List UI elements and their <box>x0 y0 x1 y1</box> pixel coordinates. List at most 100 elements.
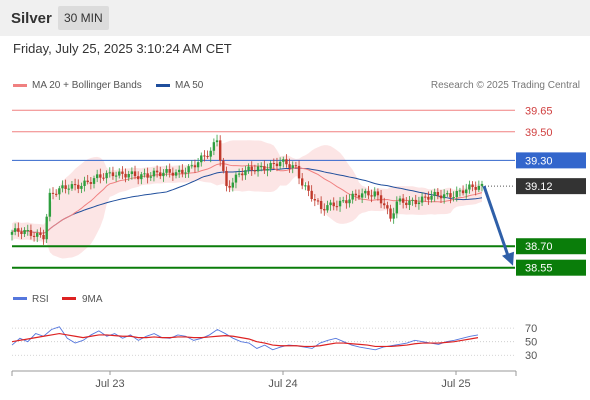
rsi-ma-legend-swatch <box>62 297 76 300</box>
candle-body <box>215 140 219 143</box>
candle-body <box>130 171 134 175</box>
legend-ma50-label: MA 50 <box>175 80 204 91</box>
candle-body <box>379 195 383 204</box>
candle-body <box>269 163 272 169</box>
rsi-tick-label: 50 <box>525 337 537 349</box>
candle-body <box>184 172 187 174</box>
candle-body <box>209 150 212 157</box>
candle-body <box>102 177 105 179</box>
candle-body <box>231 182 235 188</box>
forecast-arrow-head <box>502 251 514 266</box>
candle-body <box>319 200 323 210</box>
candle-body <box>241 173 244 176</box>
candle-body <box>395 201 399 214</box>
candle-body <box>408 200 411 206</box>
candle-body <box>427 196 430 200</box>
candle-body <box>348 199 351 204</box>
candle-body <box>61 185 64 189</box>
candle-body <box>203 155 206 157</box>
candle-body <box>266 168 269 171</box>
price-chart: 39.65 39.50 39.30 39.12 38.70 38.55 <box>10 105 586 276</box>
x-tick-label: Jul 25 <box>441 378 470 390</box>
candle-body <box>29 230 33 236</box>
candle-body <box>272 163 276 165</box>
legend-ma20: MA 20 + Bollinger Bands <box>13 80 142 91</box>
candle-body <box>433 191 436 196</box>
candle-body <box>67 188 70 190</box>
candle-body <box>253 170 257 172</box>
rsi-legend-label: RSI <box>32 294 49 305</box>
legend-ma20-label: MA 20 + Bollinger Bands <box>32 80 142 91</box>
level-label: 38.70 <box>525 241 553 253</box>
candle-body <box>124 173 127 178</box>
candle-body <box>177 169 181 173</box>
chart-datetime: Friday, July 25, 2025 3:10:24 AM CET <box>13 41 232 56</box>
candle-body <box>237 173 241 175</box>
ma50-swatch <box>156 83 170 87</box>
candle-body <box>234 174 238 183</box>
candle-body <box>401 198 405 203</box>
candle-body <box>77 184 80 189</box>
level-label-box <box>516 152 586 169</box>
level-label-box <box>516 259 586 276</box>
candle-body <box>42 234 45 240</box>
candle-body <box>351 193 354 200</box>
candle-body <box>64 185 67 189</box>
level-label-box <box>516 238 586 255</box>
candle-body <box>159 172 162 177</box>
candle-body <box>92 178 96 184</box>
candle-body <box>200 155 203 163</box>
candle-body <box>389 208 392 219</box>
candle-body <box>323 209 326 211</box>
candle-body <box>424 196 427 198</box>
candle-body <box>392 213 395 219</box>
interval-button[interactable]: 30 MIN <box>58 6 109 30</box>
candle-body <box>149 176 152 178</box>
level-label: 39.12 <box>525 181 553 193</box>
candle-body <box>471 184 474 187</box>
rsi-ma-legend-label: 9MA <box>82 294 103 305</box>
candle-body <box>338 200 342 207</box>
candle-body <box>140 174 143 180</box>
legend-ma50: MA 50 <box>156 80 203 91</box>
candle-body <box>335 206 339 208</box>
credit-text: Research © 2025 Trading Central <box>430 80 580 91</box>
candle-body <box>111 172 115 177</box>
candle-body <box>458 190 462 192</box>
rsi-ma-line <box>11 332 479 348</box>
candle-body <box>263 166 266 171</box>
candle-body <box>212 142 216 151</box>
candle-body <box>465 189 468 194</box>
candle-body <box>45 216 48 240</box>
candle-body <box>58 188 61 195</box>
candle-body <box>477 185 481 190</box>
candle-body <box>162 172 165 177</box>
candle-body <box>411 199 414 201</box>
candle-body <box>364 190 367 194</box>
candle-body <box>152 170 156 177</box>
ma20-swatch <box>13 83 27 87</box>
bollinger-band-area <box>12 140 482 259</box>
x-tick-label: Jul 23 <box>95 378 124 390</box>
candle-body <box>304 185 307 187</box>
candle-body <box>190 165 193 167</box>
candle-body <box>461 190 465 194</box>
candle-body <box>370 195 373 197</box>
candle-body <box>86 180 89 183</box>
candle-body <box>313 199 317 201</box>
candle-body <box>405 202 408 206</box>
candle-body <box>193 165 197 168</box>
candle-body <box>222 160 225 171</box>
candle-body <box>301 178 304 186</box>
candle-body <box>288 164 291 168</box>
level-label: 39.65 <box>525 105 553 117</box>
candle-body <box>73 184 77 186</box>
forecast-arrow-shaft <box>482 185 510 257</box>
candle-body <box>20 231 23 234</box>
candle-body <box>23 230 26 234</box>
candle-body <box>17 228 20 232</box>
candle-body <box>99 174 102 178</box>
candle-body <box>108 172 111 174</box>
